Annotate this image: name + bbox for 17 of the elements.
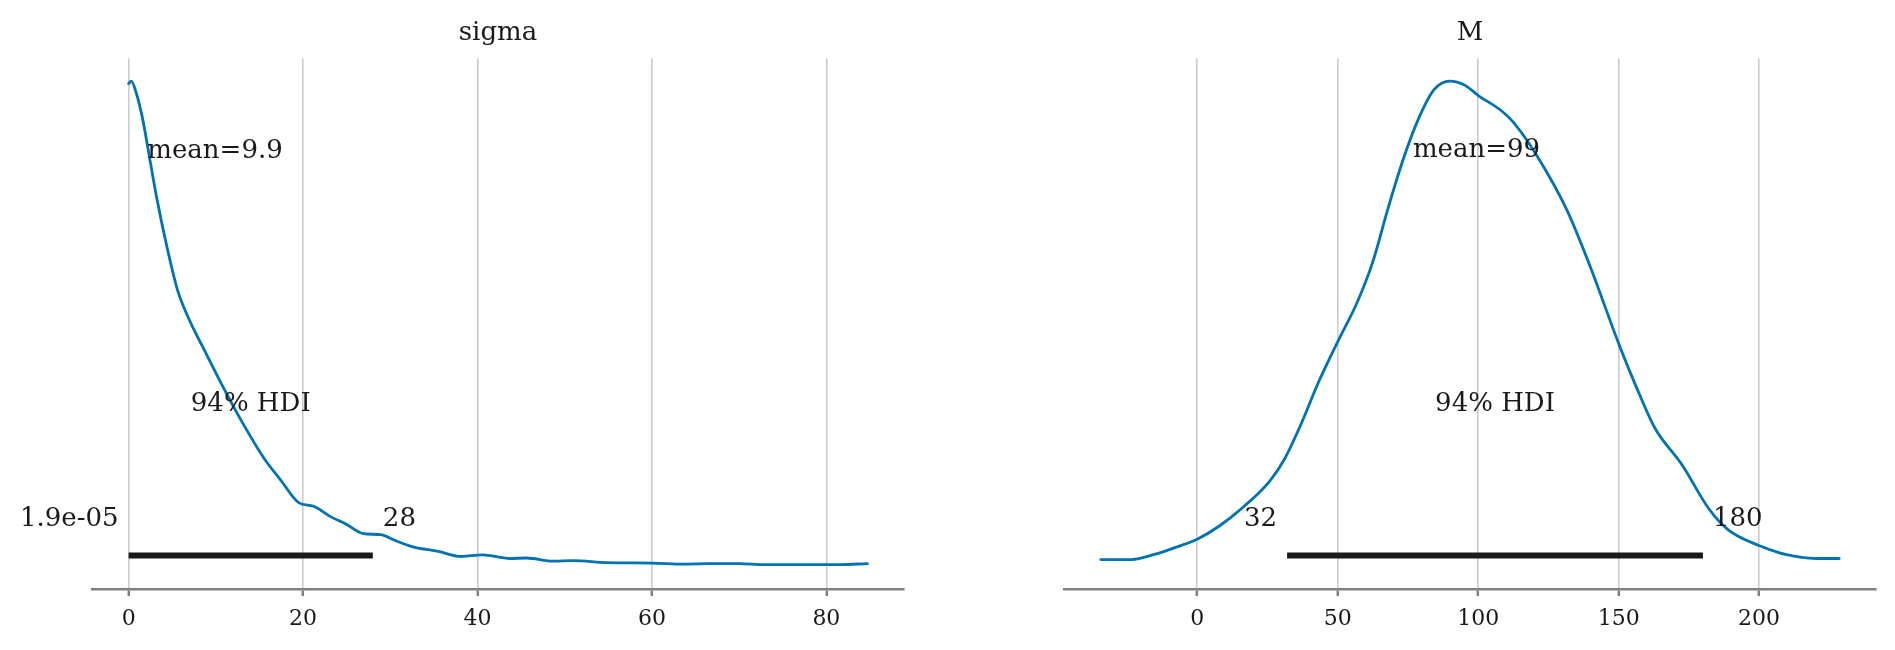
x-tick-label: 50 [1323,604,1352,630]
x-tick-label: 20 [289,604,318,630]
x-tick-label: 60 [637,604,666,630]
annotation: 94% HDI [1435,386,1555,417]
x-tick-label: 0 [121,604,136,630]
chart-title: sigma [458,16,538,47]
annotation: 1.9e-05 [20,502,119,533]
chart-title: M [1456,16,1484,47]
x-tick-label: 100 [1457,604,1500,630]
x-tick-label: 150 [1597,604,1640,630]
annotation: 180 [1712,502,1763,533]
x-tick-label: 80 [812,604,841,630]
annotation: 28 [382,502,416,533]
annotation: 32 [1244,502,1278,533]
x-tick-label: 40 [463,604,492,630]
x-tick-label: 200 [1738,604,1781,630]
x-tick-label: 0 [1190,604,1205,630]
